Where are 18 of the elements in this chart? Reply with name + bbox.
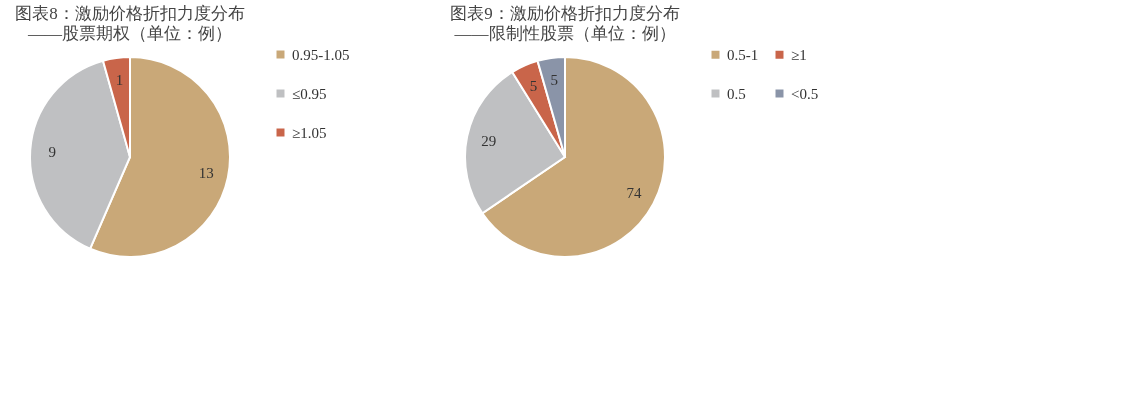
legend-label: ≤0.95 — [292, 85, 327, 102]
legend-label: ≥1.05 — [292, 124, 327, 141]
data-label: 29 — [481, 132, 497, 149]
data-label: 13 — [198, 164, 214, 181]
chart-title: 图表9：激励价格折扣力度分布 — [450, 4, 680, 23]
chart-subtitle: ——限制性股票（单位：例） — [453, 24, 676, 43]
chart-title: 图表8：激励价格折扣力度分布 — [15, 4, 245, 23]
legend-label: <0.5 — [791, 85, 819, 102]
data-label: 5 — [550, 71, 558, 88]
data-label: 5 — [529, 77, 538, 94]
data-label: 1 — [115, 71, 124, 88]
legend-label: 0.95-1.05 — [292, 46, 350, 63]
data-label: 74 — [626, 185, 642, 202]
legend-label: 0.5-1 — [727, 46, 759, 63]
legend-label: ≥1 — [791, 46, 807, 63]
data-label: 9 — [48, 143, 56, 160]
legend-label: 0.5 — [727, 85, 746, 102]
chart-subtitle: ——股票期权（单位：例） — [27, 24, 232, 43]
